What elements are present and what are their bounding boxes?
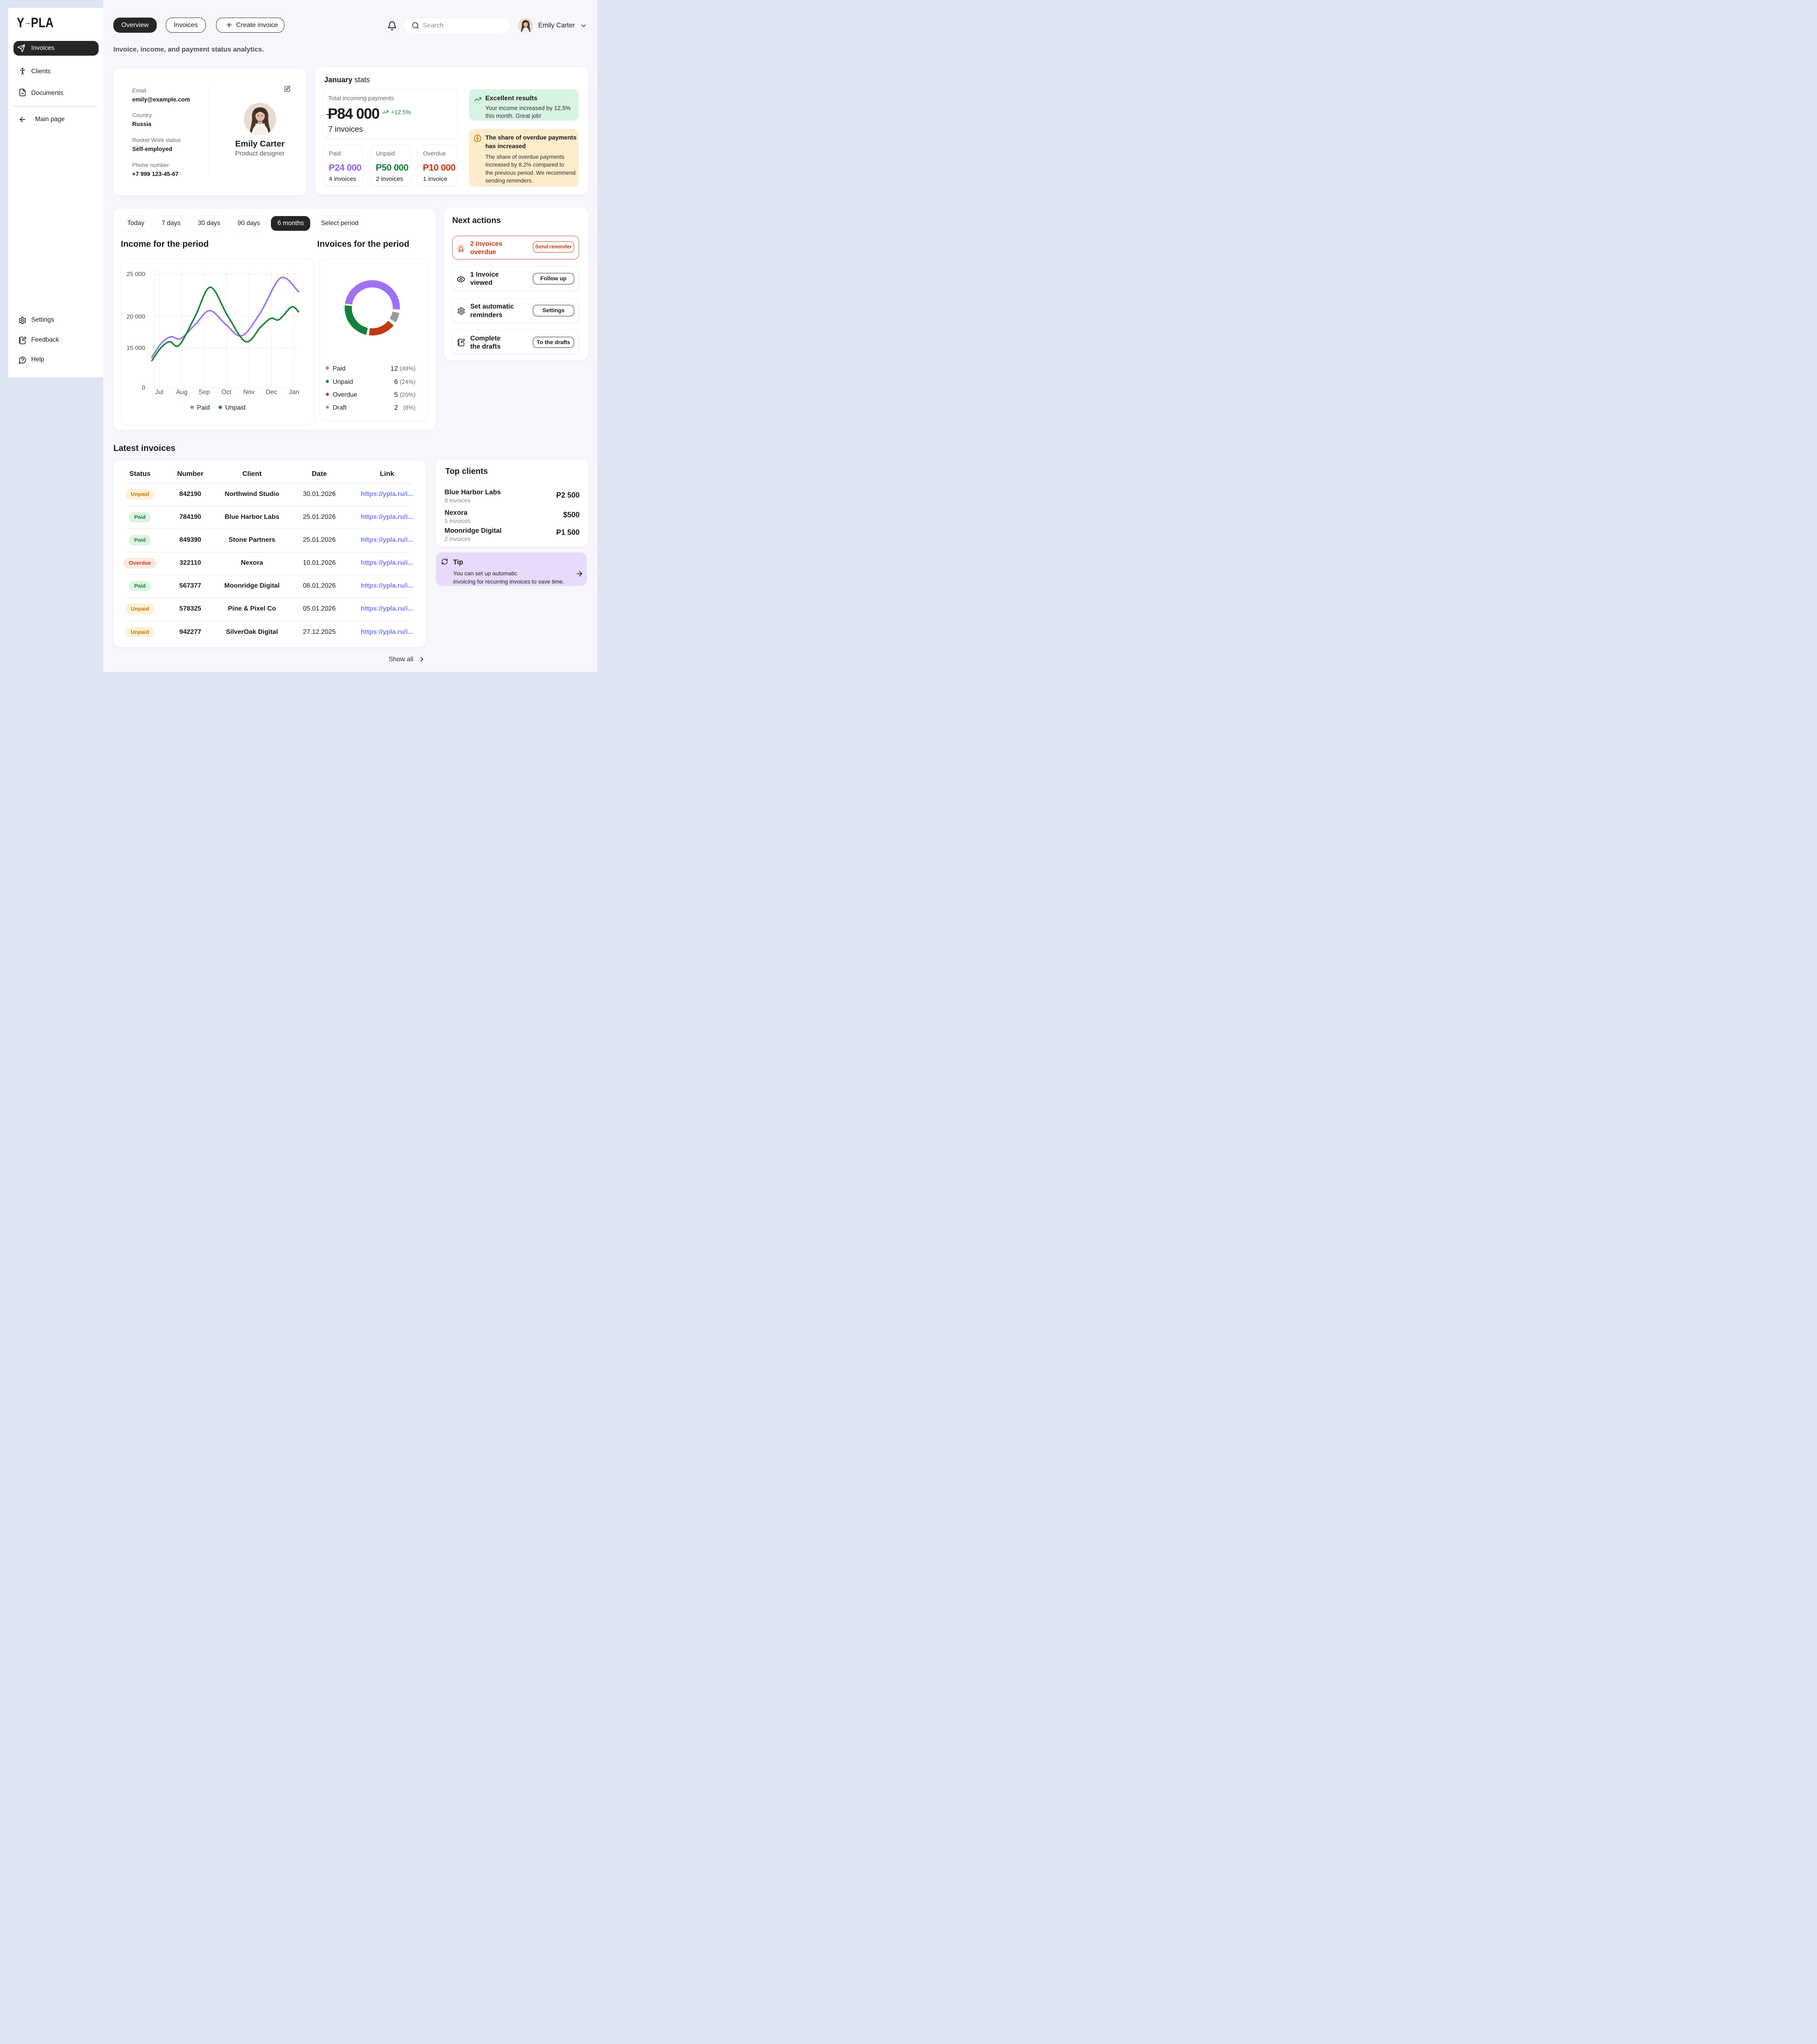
svg-text:(48%): (48%) (400, 365, 415, 372)
svg-text:Nov: Nov (243, 389, 255, 396)
svg-text:20 000: 20 000 (126, 313, 145, 320)
svg-text:12: 12 (390, 365, 398, 372)
svg-text:Jan: Jan (289, 389, 299, 396)
svg-text:(8%): (8%) (403, 405, 415, 411)
svg-text:5: 5 (394, 391, 398, 399)
svg-text:Unpaid: Unpaid (225, 404, 246, 411)
svg-text:25 000: 25 000 (126, 270, 145, 277)
svg-text:Sep: Sep (198, 389, 210, 396)
svg-text:6: 6 (394, 378, 398, 385)
svg-text:2: 2 (394, 404, 398, 411)
svg-text:15 000: 15 000 (126, 345, 145, 352)
svg-text:(24%): (24%) (400, 379, 415, 385)
svg-text:Oct: Oct (221, 389, 232, 396)
svg-text:0: 0 (142, 384, 145, 391)
svg-text:Jul: Jul (155, 389, 163, 396)
svg-text:Dec: Dec (266, 389, 277, 396)
svg-text:Draft: Draft (333, 404, 347, 411)
svg-text:Unpaid: Unpaid (333, 379, 353, 385)
svg-text:Overdue: Overdue (333, 391, 357, 398)
svg-text:Aug: Aug (176, 389, 187, 396)
svg-text:Paid: Paid (197, 404, 210, 411)
svg-text:Paid: Paid (333, 365, 345, 372)
svg-text:(20%): (20%) (400, 392, 415, 398)
